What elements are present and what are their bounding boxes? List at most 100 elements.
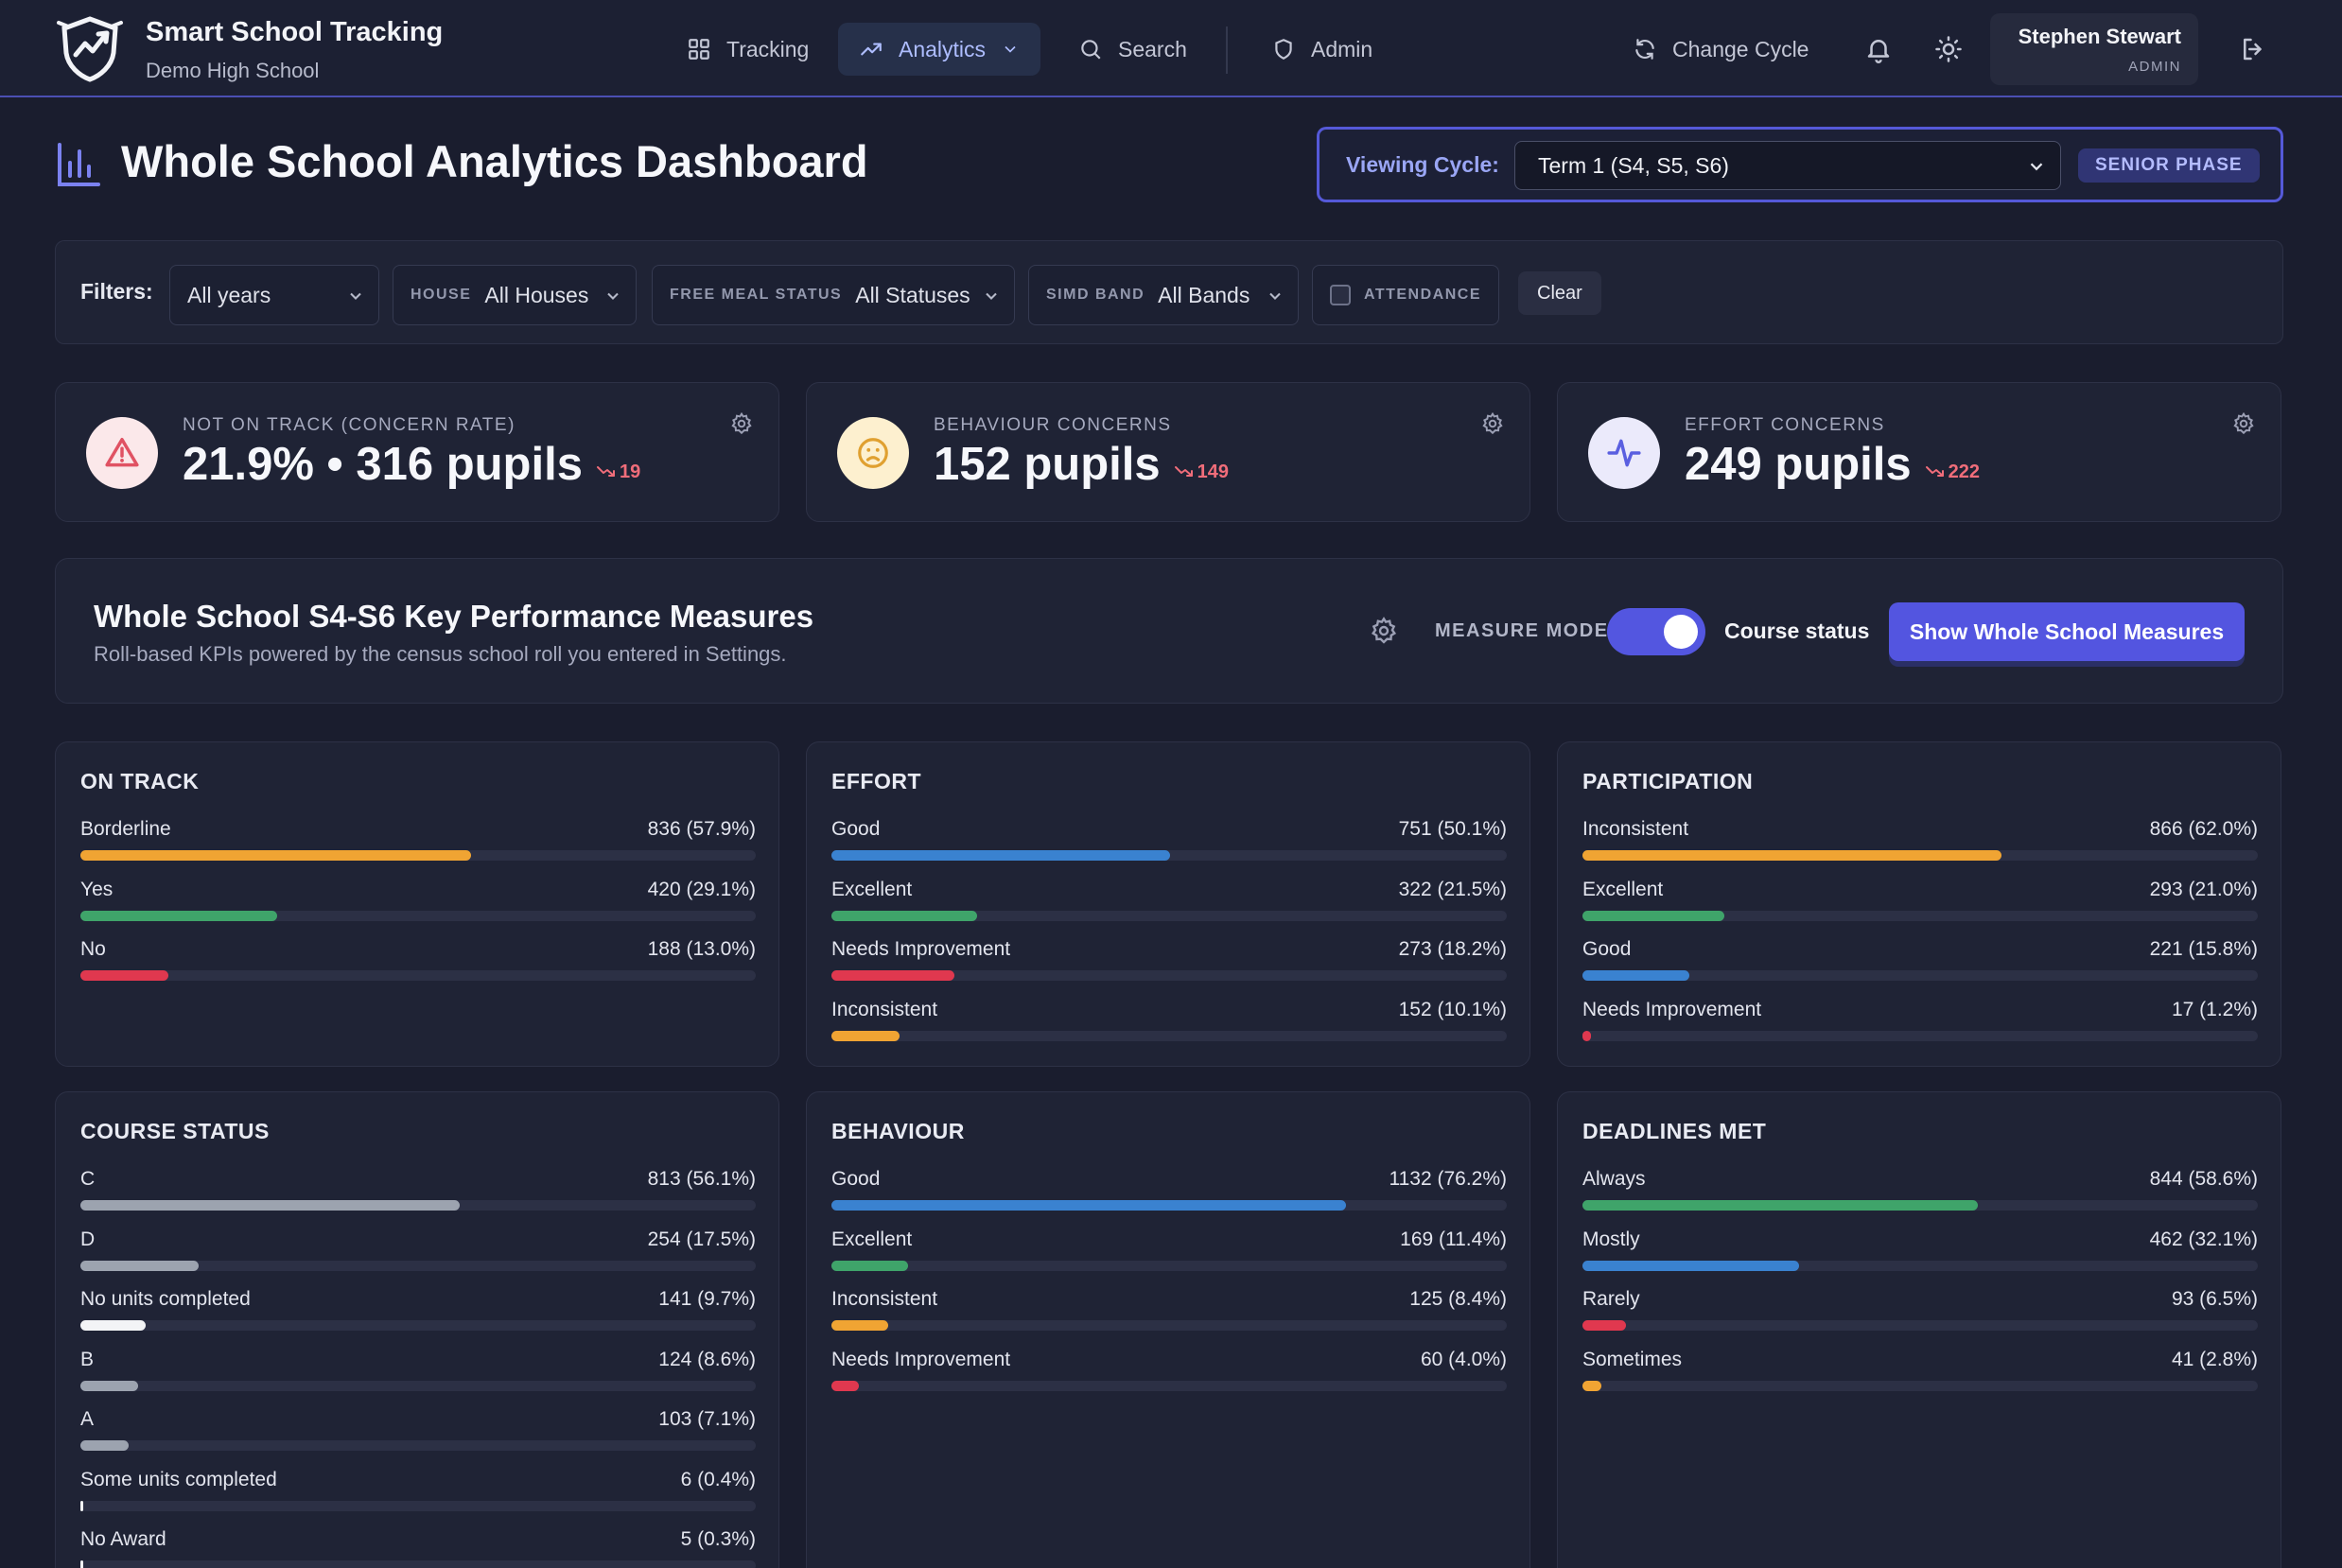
metric-card: EFFORT Good 751 (50.1%) Excellent 322 (21.5%… <box>806 741 1530 1067</box>
metric-row: No Award 5 (0.3%) <box>80 1528 756 1568</box>
metric-row-value: 866 (62.0%) <box>2149 818 2258 840</box>
progress-fill <box>831 1030 900 1041</box>
metric-row-label: Inconsistent <box>1582 818 1689 840</box>
viewing-cycle-panel: Viewing Cycle: Term 1 (S4, S5, S6) SENIO… <box>1317 127 2283 202</box>
free-meal-filter[interactable]: FREE MEAL STATUS All Statuses <box>652 265 1015 325</box>
metric-row: Inconsistent 152 (10.1%) <box>831 999 1507 1055</box>
clear-filters-button[interactable]: Clear <box>1518 271 1601 315</box>
progress-track <box>831 910 1507 921</box>
metric-row-value: 17 (1.2%) <box>2171 998 2258 1020</box>
metric-row-label: No <box>80 938 106 960</box>
summary-delta: 19 <box>596 462 640 483</box>
progress-fill <box>1582 1200 1978 1211</box>
chevron-down-icon <box>607 292 619 300</box>
grid-icon <box>689 39 709 60</box>
gear-icon[interactable] <box>1369 616 1399 646</box>
trend-down-icon <box>596 466 615 477</box>
summary-card: EFFORT CONCERNS 249 pupils 222 <box>1557 382 2281 522</box>
summary-value-row: 152 pupils 149 <box>934 438 1229 491</box>
gear-icon[interactable] <box>1480 411 1505 436</box>
summary-label: NOT ON TRACK (CONCERN RATE) <box>183 415 516 435</box>
bar-chart-icon <box>58 143 100 186</box>
metric-card: DEADLINES MET Always 844 (58.6%) Mostly 462 … <box>1557 1091 2281 1568</box>
cycle-select[interactable]: Term 1 (S4, S5, S6) <box>1514 141 2061 190</box>
change-cycle-button[interactable]: Change Cycle <box>1612 23 1829 76</box>
chevron-down-icon <box>1005 45 1016 53</box>
theme-toggle-button[interactable] <box>1930 30 1967 68</box>
simd-filter[interactable]: SIMD BAND All Bands <box>1028 265 1299 325</box>
chevron-down-icon <box>350 292 361 300</box>
metric-row: Inconsistent 125 (8.4%) <box>831 1288 1507 1345</box>
progress-fill <box>1582 1320 1626 1331</box>
progress-track <box>80 850 756 861</box>
warning-icon <box>105 438 139 467</box>
progress-fill <box>831 910 977 921</box>
trend-down-icon <box>1925 466 1944 477</box>
attendance-checkbox[interactable] <box>1330 285 1351 305</box>
kpi-header: Whole School S4-S6 Key Performance Measu… <box>55 558 2283 704</box>
user-menu[interactable]: Stephen Stewart ADMIN <box>1990 13 2198 85</box>
viewing-cycle-label: Viewing Cycle: <box>1346 152 1499 177</box>
summary-card: BEHAVIOUR CONCERNS 152 pupils 149 <box>806 382 1530 522</box>
metric-row: Always 844 (58.6%) <box>1582 1168 2258 1225</box>
metric-row-value: 293 (21.0%) <box>2149 878 2258 900</box>
year-filter[interactable]: All years <box>169 265 379 325</box>
pulse-icon <box>1607 439 1641 467</box>
metric-row: Good 1132 (76.2%) <box>831 1168 1507 1225</box>
metric-row: Borderline 836 (57.9%) <box>80 818 756 875</box>
summary-icon-circle <box>837 417 909 489</box>
progress-track <box>80 1560 756 1568</box>
house-filter[interactable]: HOUSE All Houses <box>393 265 637 325</box>
metric-row-label: Excellent <box>831 1228 913 1250</box>
metric-row-value: 462 (32.1%) <box>2149 1228 2258 1250</box>
metric-row-value: 124 (8.6%) <box>658 1348 756 1370</box>
progress-fill <box>1582 1380 1601 1391</box>
nav-tracking[interactable]: Tracking <box>666 23 830 76</box>
house-filter-label: HOUSE <box>411 287 472 303</box>
progress-fill <box>1582 1030 1591 1041</box>
progress-fill <box>80 1500 83 1511</box>
progress-track <box>80 1440 756 1451</box>
progress-fill <box>831 970 954 981</box>
nav-search[interactable]: Search <box>1057 23 1208 76</box>
summary-value: 249 pupils <box>1685 439 1912 490</box>
attendance-filter[interactable]: ATTENDANCE <box>1312 265 1499 325</box>
progress-track <box>80 970 756 981</box>
metric-row-label: Needs Improvement <box>1582 998 1762 1020</box>
progress-track <box>80 1200 756 1211</box>
show-whole-school-measures-button[interactable]: Show Whole School Measures <box>1889 602 2245 661</box>
metric-row-value: 751 (50.1%) <box>1398 818 1507 840</box>
progress-track <box>1582 1200 2258 1211</box>
progress-track <box>831 1030 1507 1041</box>
progress-fill <box>80 1380 138 1391</box>
metric-row-label: Good <box>831 818 881 840</box>
nav-admin[interactable]: Admin <box>1250 23 1393 76</box>
metric-card-title: DEADLINES MET <box>1582 1119 1767 1143</box>
metric-row: Needs Improvement 60 (4.0%) <box>831 1349 1507 1405</box>
nav-admin-label: Admin <box>1311 36 1373 61</box>
metric-card-title: COURSE STATUS <box>80 1119 270 1143</box>
metric-row-value: 141 (9.7%) <box>658 1288 756 1310</box>
logout-button[interactable] <box>2234 30 2272 68</box>
progress-fill <box>80 1320 146 1331</box>
chevron-down-icon <box>986 292 997 300</box>
attendance-filter-label: ATTENDANCE <box>1363 287 1481 303</box>
metric-row-label: Inconsistent <box>831 1288 938 1310</box>
school-name: Demo High School <box>146 59 320 82</box>
metric-row-label: Inconsistent <box>831 998 938 1020</box>
measure-mode-toggle[interactable] <box>1607 608 1705 655</box>
summary-delta: 222 <box>1925 462 1980 483</box>
progress-fill <box>1582 970 1689 981</box>
gear-icon[interactable] <box>729 411 754 436</box>
metric-row-value: 813 (56.1%) <box>647 1168 756 1190</box>
summary-value: 21.9% • 316 pupils <box>183 439 583 490</box>
notifications-button[interactable] <box>1860 30 1897 68</box>
gear-icon[interactable] <box>2231 411 2256 436</box>
free-meal-filter-value: All Statuses <box>855 282 970 307</box>
progress-fill <box>1582 850 2001 861</box>
shield-logo-icon[interactable] <box>55 13 125 83</box>
logout-icon <box>2244 38 2262 61</box>
nav-analytics[interactable]: Analytics <box>838 23 1041 76</box>
progress-track <box>1582 910 2258 921</box>
metric-card-title: EFFORT <box>831 769 921 793</box>
